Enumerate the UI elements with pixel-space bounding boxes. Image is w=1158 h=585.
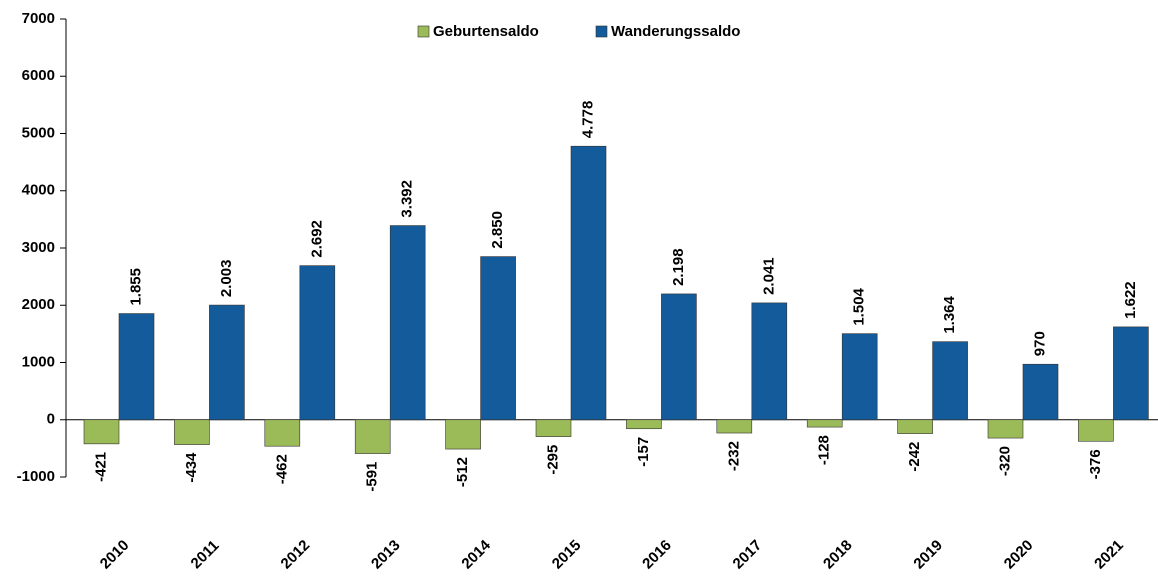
x-tick-label: 2014 [458, 536, 494, 572]
bar [118, 313, 155, 421]
x-tick-label: 2013 [368, 537, 404, 573]
x-tick-label: 2012 [278, 537, 314, 573]
y-tick-label: 5000 [22, 124, 55, 141]
bar [716, 419, 753, 434]
bar [83, 419, 120, 445]
bar [661, 293, 697, 421]
bar [264, 419, 301, 447]
bar [299, 265, 336, 421]
x-tick-label: 2015 [549, 537, 585, 573]
bar [570, 145, 607, 421]
bar [1078, 419, 1114, 442]
value-label: -295 [544, 445, 561, 475]
legend-label: Geburtensaldo [433, 23, 539, 40]
x-tick-label: 2018 [820, 537, 856, 573]
value-label: 2.198 [670, 248, 687, 286]
x-tick-label: 2011 [188, 537, 223, 572]
value-label: 1.504 [851, 287, 868, 325]
bar [1022, 363, 1059, 421]
value-label: 2.692 [308, 220, 325, 258]
bar [897, 419, 933, 434]
x-tick-label: 2010 [97, 537, 133, 573]
value-label: -128 [816, 435, 833, 465]
value-label: -242 [906, 442, 923, 472]
value-label: -320 [996, 446, 1013, 476]
bar [174, 419, 210, 445]
legend-label: Wanderungssaldo [611, 23, 740, 40]
bar [354, 419, 391, 454]
value-label: 4.778 [579, 101, 596, 139]
y-tick-label: 6000 [22, 67, 55, 84]
y-tick-label: 4000 [22, 182, 55, 199]
bar [389, 225, 426, 421]
bar [626, 419, 662, 430]
value-label: -232 [725, 441, 742, 471]
value-label: -512 [454, 457, 471, 487]
x-tick-label: 2020 [1001, 537, 1037, 573]
bar [751, 302, 788, 421]
bar [209, 304, 245, 421]
value-label: 1.622 [1122, 281, 1139, 319]
legend-swatch [595, 25, 608, 38]
y-tick-label: 0 [47, 411, 55, 428]
y-tick-label: -1000 [17, 468, 55, 485]
y-tick-label: 7000 [22, 10, 55, 27]
bar [987, 419, 1024, 439]
x-tick-label: 2017 [730, 537, 766, 573]
bar [806, 419, 843, 428]
value-label: -157 [635, 437, 652, 467]
bar [932, 341, 968, 421]
value-label: 970 [1031, 331, 1048, 356]
value-label: 2.003 [218, 260, 235, 298]
bar [841, 333, 878, 421]
y-tick-label: 3000 [22, 239, 55, 256]
value-label: 2.850 [489, 211, 506, 249]
value-label: 1.855 [127, 268, 144, 306]
value-label: -462 [273, 454, 290, 484]
x-tick-label: 2019 [910, 537, 946, 573]
x-tick-label: 2021 [1091, 537, 1127, 573]
y-tick-label: 1000 [22, 353, 55, 370]
bar [535, 419, 572, 437]
value-label: 3.392 [399, 180, 416, 218]
x-tick-label: 2016 [639, 537, 675, 573]
value-label: 2.041 [760, 257, 777, 295]
value-label: -421 [92, 452, 109, 482]
value-label: 1.364 [941, 295, 958, 333]
y-tick-label: 2000 [22, 296, 55, 313]
legend-swatch [417, 25, 430, 38]
bar [480, 256, 516, 421]
value-label: -591 [364, 462, 381, 492]
bar [1113, 326, 1149, 421]
bar [445, 419, 481, 450]
value-label: -434 [183, 452, 200, 483]
value-label: -376 [1087, 449, 1104, 479]
